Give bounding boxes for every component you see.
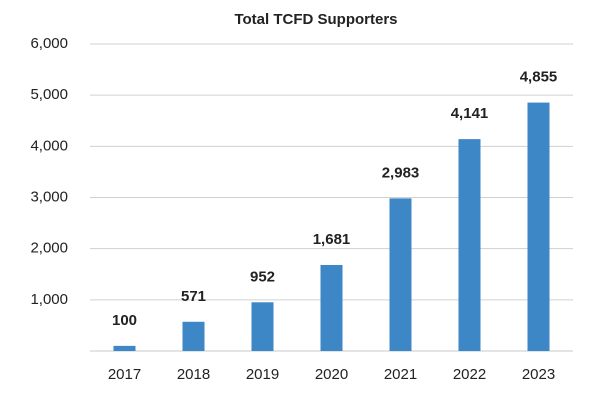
y-tick-label: 2,000 — [30, 240, 68, 257]
x-tick-label: 2019 — [246, 366, 279, 383]
x-tick-label: 2022 — [453, 366, 486, 383]
y-tick-label: 3,000 — [30, 188, 68, 205]
value-label: 952 — [250, 268, 275, 285]
value-label: 1,681 — [313, 231, 351, 248]
x-tick-label: 2018 — [177, 366, 210, 383]
bar — [527, 102, 550, 351]
bar — [320, 264, 343, 351]
bar — [113, 345, 136, 351]
bar — [251, 302, 274, 351]
chart-title: Total TCFD Supporters — [234, 11, 397, 28]
y-tick-label: 4,000 — [30, 137, 68, 154]
x-tick-label: 2021 — [384, 366, 417, 383]
y-tick-label: 5,000 — [30, 86, 68, 103]
bar — [458, 139, 481, 351]
value-label: 4,141 — [451, 105, 489, 122]
y-tick-label: 6,000 — [30, 35, 68, 52]
bar — [182, 321, 205, 351]
value-label: 4,855 — [520, 69, 558, 86]
value-label: 571 — [181, 288, 206, 305]
value-label: 2,983 — [382, 164, 420, 181]
value-label: 100 — [112, 312, 137, 329]
x-tick-label: 2023 — [522, 366, 555, 383]
x-tick-label: 2020 — [315, 366, 348, 383]
bar — [389, 198, 412, 351]
x-tick-label: 2017 — [108, 366, 141, 383]
y-tick-label: 1,000 — [30, 291, 68, 308]
